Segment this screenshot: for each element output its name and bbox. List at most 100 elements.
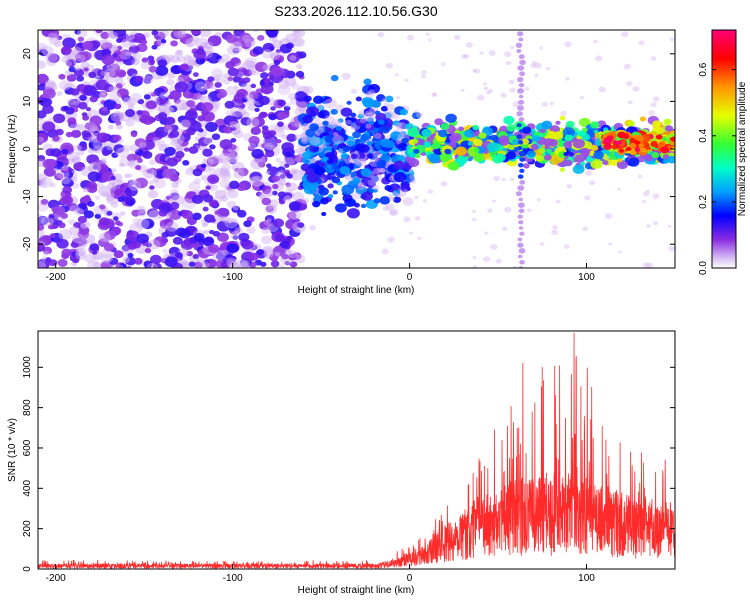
heatmap-cell	[185, 167, 195, 176]
heatmap-cell	[463, 129, 475, 138]
heatmap-cell	[379, 167, 386, 173]
heatmap-cell	[136, 218, 150, 230]
heatmap-cell	[519, 59, 526, 66]
heatmap-cell	[216, 232, 229, 243]
heatmap-cell	[211, 133, 221, 141]
heatmap-cell	[545, 66, 551, 71]
heatmap-cell	[244, 38, 256, 48]
heatmap-cell	[193, 72, 199, 77]
heatmap-cell	[111, 168, 117, 173]
heatmap-cell	[128, 45, 140, 54]
heatmap-cell	[167, 107, 175, 114]
heatmap-cell	[248, 252, 259, 261]
heatmap-cell	[351, 192, 361, 200]
heatmap-cell	[281, 253, 289, 260]
heatmap-cell	[296, 64, 303, 70]
heatmap-cell	[380, 153, 391, 162]
heatmap-cell	[385, 95, 394, 103]
heatmap-cell	[219, 169, 231, 179]
heatmap-cell	[623, 63, 631, 70]
heatmap-cell	[326, 127, 333, 133]
heatmap-cell	[392, 120, 400, 127]
heatmap-cell	[56, 35, 63, 41]
heatmap-cell	[89, 243, 100, 252]
heatmap-cell	[367, 111, 374, 118]
heatmap-cell	[258, 95, 270, 106]
heatmap-cell	[345, 116, 352, 123]
heatmap-cell	[473, 152, 485, 162]
heatmap-cell	[164, 146, 176, 156]
heatmap-cell	[47, 223, 55, 230]
heatmap-cell	[408, 174, 416, 180]
heatmap-cell	[515, 191, 522, 197]
heatmap-cell	[519, 71, 526, 77]
heatmap-cell	[62, 37, 76, 49]
heatmap-cell	[136, 158, 143, 164]
heatmap-x-tick-label: -200	[46, 272, 66, 283]
heatmap-cell	[181, 117, 194, 128]
heatmap-cell	[198, 30, 212, 38]
heatmap-cell	[255, 191, 263, 197]
heatmap-cell	[61, 177, 74, 188]
heatmap-cell	[42, 246, 53, 255]
heatmap-cell	[193, 178, 201, 185]
heatmap-cell	[618, 250, 622, 254]
heatmap-cell	[206, 156, 219, 167]
heatmap-cell	[75, 251, 86, 260]
heatmap-cell	[495, 153, 506, 162]
heatmap-cell	[635, 134, 644, 142]
heatmap-cell	[50, 148, 62, 157]
heatmap-cell	[261, 49, 273, 59]
heatmap-cell	[127, 173, 133, 178]
heatmap-cell	[209, 229, 215, 235]
snr-line	[38, 332, 675, 569]
heatmap-cell	[519, 179, 526, 185]
heatmap-cell	[617, 131, 626, 139]
heatmap-cell	[103, 99, 117, 110]
heatmap-cell	[203, 194, 214, 203]
heatmap-cell	[627, 100, 633, 105]
heatmap-cell	[43, 250, 50, 256]
heatmap-cell	[380, 126, 390, 134]
heatmap-cell	[646, 189, 650, 193]
heatmap-cell	[387, 236, 395, 243]
heatmap-cell	[261, 143, 268, 149]
heatmap-cell	[38, 136, 45, 143]
heatmap-cell	[48, 53, 60, 63]
heatmap-cell	[646, 262, 654, 268]
heatmap-cell	[512, 265, 518, 268]
heatmap-cell	[629, 137, 636, 143]
heatmap-cell	[487, 88, 493, 93]
heatmap-cell	[84, 194, 91, 200]
heatmap-cell	[518, 208, 525, 214]
heatmap-cell	[233, 206, 239, 211]
heatmap-cell	[273, 60, 281, 66]
heatmap-cell	[115, 264, 124, 268]
heatmap-cell	[131, 209, 141, 217]
heatmap-cell	[289, 261, 298, 268]
heatmap-cell	[201, 102, 214, 112]
heatmap-cell	[97, 163, 109, 174]
heatmap-cell	[290, 82, 300, 90]
heatmap-cell	[75, 54, 86, 63]
heatmap-cell	[270, 260, 280, 268]
heatmap-cell	[495, 258, 502, 264]
heatmap-cell	[261, 245, 275, 256]
heatmap-cell	[669, 37, 675, 42]
heatmap-cell	[302, 138, 309, 144]
heatmap-cell	[306, 172, 319, 183]
heatmap-cell	[519, 157, 526, 162]
heatmap-cell	[346, 100, 352, 105]
heatmap-cell	[82, 71, 90, 77]
heatmap-cell	[217, 152, 232, 164]
heatmap-cell	[265, 205, 274, 213]
heatmap-cell	[53, 167, 59, 172]
heatmap-cell	[478, 132, 487, 139]
heatmap-cell	[651, 152, 660, 159]
heatmap-cell	[134, 138, 147, 148]
heatmap-y-axis-label: Frequency (Hz)	[7, 115, 18, 184]
heatmap-cell	[493, 175, 500, 181]
colorbar: 0.0 0.2 0.4 0.6 Normalized spectral amplitu…	[698, 29, 748, 275]
heatmap-cell	[250, 175, 265, 187]
heatmap-cell	[439, 152, 451, 162]
